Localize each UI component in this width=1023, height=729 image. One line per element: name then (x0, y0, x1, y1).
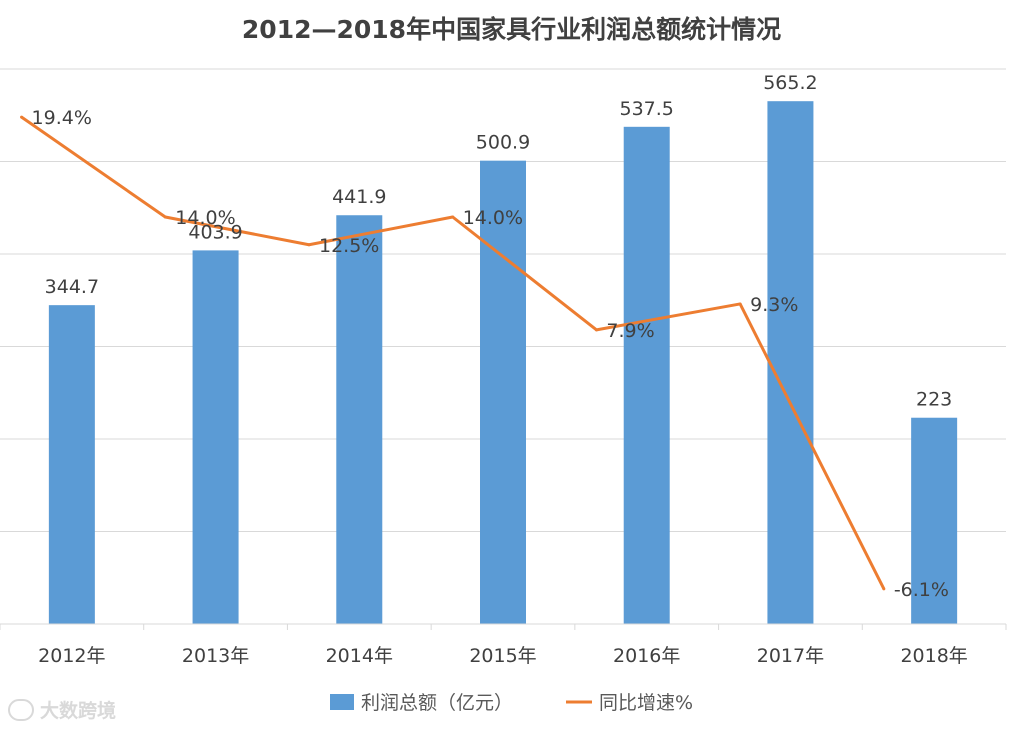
line-label-1: 14.0% (175, 207, 235, 229)
legend-bar-label: 利润总额（亿元） (361, 692, 513, 714)
x-tick-label-5: 2017年 (757, 645, 824, 667)
line-data-labels: 19.4% 14.0% 12.5% 14.0% 7.9% 9.3% -6.1% (32, 107, 949, 601)
x-tick-label-4: 2016年 (613, 645, 680, 667)
bar-2 (336, 215, 383, 624)
legend-line-label: 同比增速% (599, 692, 693, 714)
bar-6 (911, 417, 958, 624)
x-tick-label-3: 2015年 (469, 645, 536, 667)
x-tick-label-6: 2018年 (900, 645, 967, 667)
bar-0 (48, 305, 95, 624)
bar-label-0: 344.7 (45, 276, 99, 298)
line-point-6 (882, 587, 886, 591)
legend-bar-swatch (330, 694, 354, 710)
line-point-5 (738, 302, 742, 306)
x-tick-labels: 2012年 2013年 2014年 2015年 2016年 2017年 2018年 (0, 624, 1007, 667)
watermark-text: 大数跨境 (40, 700, 117, 722)
line-label-5: 9.3% (750, 294, 798, 316)
watermark: 大数跨境 (8, 696, 116, 723)
x-tick-label-1: 2013年 (182, 645, 249, 667)
line-point-3 (451, 215, 455, 219)
line-point-2 (307, 243, 311, 247)
chart-title: 2012—2018年中国家具行业利润总额统计情况 (241, 15, 782, 44)
bar-3 (480, 160, 526, 625)
bar-data-labels: 344.7 403.9 441.9 500.9 537.5 565.2 223 (45, 72, 953, 411)
bar-label-1: 403.9 (188, 221, 242, 243)
line-point-1 (163, 215, 167, 219)
x-tick-label-2: 2014年 (326, 645, 393, 667)
bar-series (48, 101, 958, 625)
line-label-6: -6.1% (894, 579, 949, 601)
bar-label-5: 565.2 (763, 72, 817, 94)
bar-label-6: 223 (916, 389, 952, 411)
legend: 利润总额（亿元） 同比增速% (330, 692, 693, 714)
bar-label-3: 500.9 (476, 132, 530, 154)
line-label-0: 19.4% (32, 107, 92, 129)
bar-4 (623, 126, 670, 624)
line-label-2: 12.5% (319, 235, 379, 257)
line-point-0 (20, 115, 24, 119)
line-label-4: 7.9% (606, 320, 654, 342)
x-tick-label-0: 2012年 (38, 645, 105, 667)
bar-label-4: 537.5 (620, 98, 674, 120)
bar-1 (192, 250, 239, 624)
line-series (20, 115, 886, 591)
growth-line (20, 115, 886, 590)
line-point-4 (594, 328, 598, 332)
bar-label-2: 441.9 (332, 186, 386, 208)
line-label-3: 14.0% (463, 207, 523, 229)
bar-5 (767, 101, 814, 624)
watermark-logo-icon (8, 698, 34, 721)
